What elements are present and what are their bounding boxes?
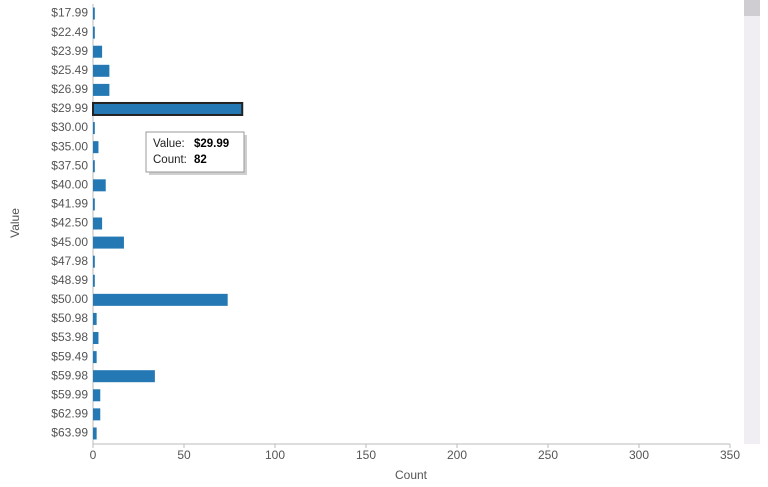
tooltip-value: 82 (194, 154, 207, 166)
y-tick-label: $17.99 (51, 6, 88, 20)
bar[interactable] (93, 236, 124, 249)
x-tick-label: 100 (265, 448, 285, 462)
x-tick-label: 350 (720, 448, 740, 462)
bar[interactable] (93, 274, 95, 287)
y-tick-label: $50.00 (51, 292, 88, 306)
y-tick-label: $59.49 (51, 349, 88, 363)
tooltip-label: Value: (153, 138, 185, 150)
tooltip: Value: $29.99 Count: 82 (145, 131, 247, 175)
bar[interactable] (93, 198, 95, 211)
bar[interactable] (93, 332, 99, 345)
bar[interactable] (93, 370, 155, 383)
bar[interactable] (93, 255, 95, 268)
y-tick-label: $40.00 (51, 177, 88, 191)
y-tick-label: $63.99 (51, 426, 88, 440)
x-tick-label: 250 (538, 448, 558, 462)
y-tick-label: $41.99 (51, 197, 88, 211)
bar[interactable] (93, 83, 110, 96)
y-tick-label: $35.00 (51, 139, 88, 153)
y-tick-label: $48.99 (51, 273, 88, 287)
y-tick-label: $47.98 (51, 254, 88, 268)
y-tick-label: $42.50 (51, 216, 88, 230)
y-axis-label: Value (8, 208, 22, 238)
y-tick-label: $23.99 (51, 44, 88, 58)
bar[interactable] (93, 141, 99, 154)
bar[interactable] (92, 101, 244, 116)
tooltip-value: $29.99 (194, 138, 229, 150)
bar[interactable] (93, 64, 110, 77)
y-tick-label: $62.99 (51, 407, 88, 421)
x-axis-label: Count (395, 468, 428, 482)
bar[interactable] (93, 408, 101, 421)
tooltip-box (145, 131, 245, 173)
y-tick-label: $50.98 (51, 311, 88, 325)
x-tick-label: 200 (447, 448, 467, 462)
bar[interactable] (93, 427, 97, 440)
y-tick-label: $30.00 (51, 120, 88, 134)
y-tick-label: $37.50 (51, 158, 88, 172)
bar[interactable] (93, 293, 228, 306)
y-tick-label: $45.00 (51, 235, 88, 249)
x-tick-label: 300 (629, 448, 649, 462)
y-tick-label: $29.99 (51, 101, 88, 115)
bar[interactable] (93, 122, 95, 135)
y-tick-label: $53.98 (51, 330, 88, 344)
y-tick-label: $26.99 (51, 82, 88, 96)
tooltip-label: Count: (153, 154, 187, 166)
bar[interactable] (93, 389, 101, 402)
bar[interactable] (93, 26, 95, 39)
plot-area: 0 50 100 150 200 250 300 350 $17.99 $22.49 $23.99 $… (51, 4, 740, 462)
bar[interactable] (93, 351, 97, 364)
bar[interactable] (93, 45, 103, 58)
x-tick-label: 0 (90, 448, 97, 462)
scrollbar-thumb[interactable] (744, 0, 760, 16)
bar[interactable] (93, 312, 97, 325)
bar[interactable] (93, 7, 95, 20)
scrollbar-track[interactable] (744, 0, 760, 444)
x-tick-label: 50 (177, 448, 191, 462)
y-tick-label: $25.49 (51, 63, 88, 77)
y-tick-label: $22.49 (51, 25, 88, 39)
y-tick-label: $59.99 (51, 387, 88, 401)
x-tick-label: 150 (356, 448, 376, 462)
bar[interactable] (93, 179, 106, 192)
bar[interactable] (93, 217, 103, 230)
y-tick-label: $59.98 (51, 368, 88, 382)
bar[interactable] (93, 160, 95, 173)
